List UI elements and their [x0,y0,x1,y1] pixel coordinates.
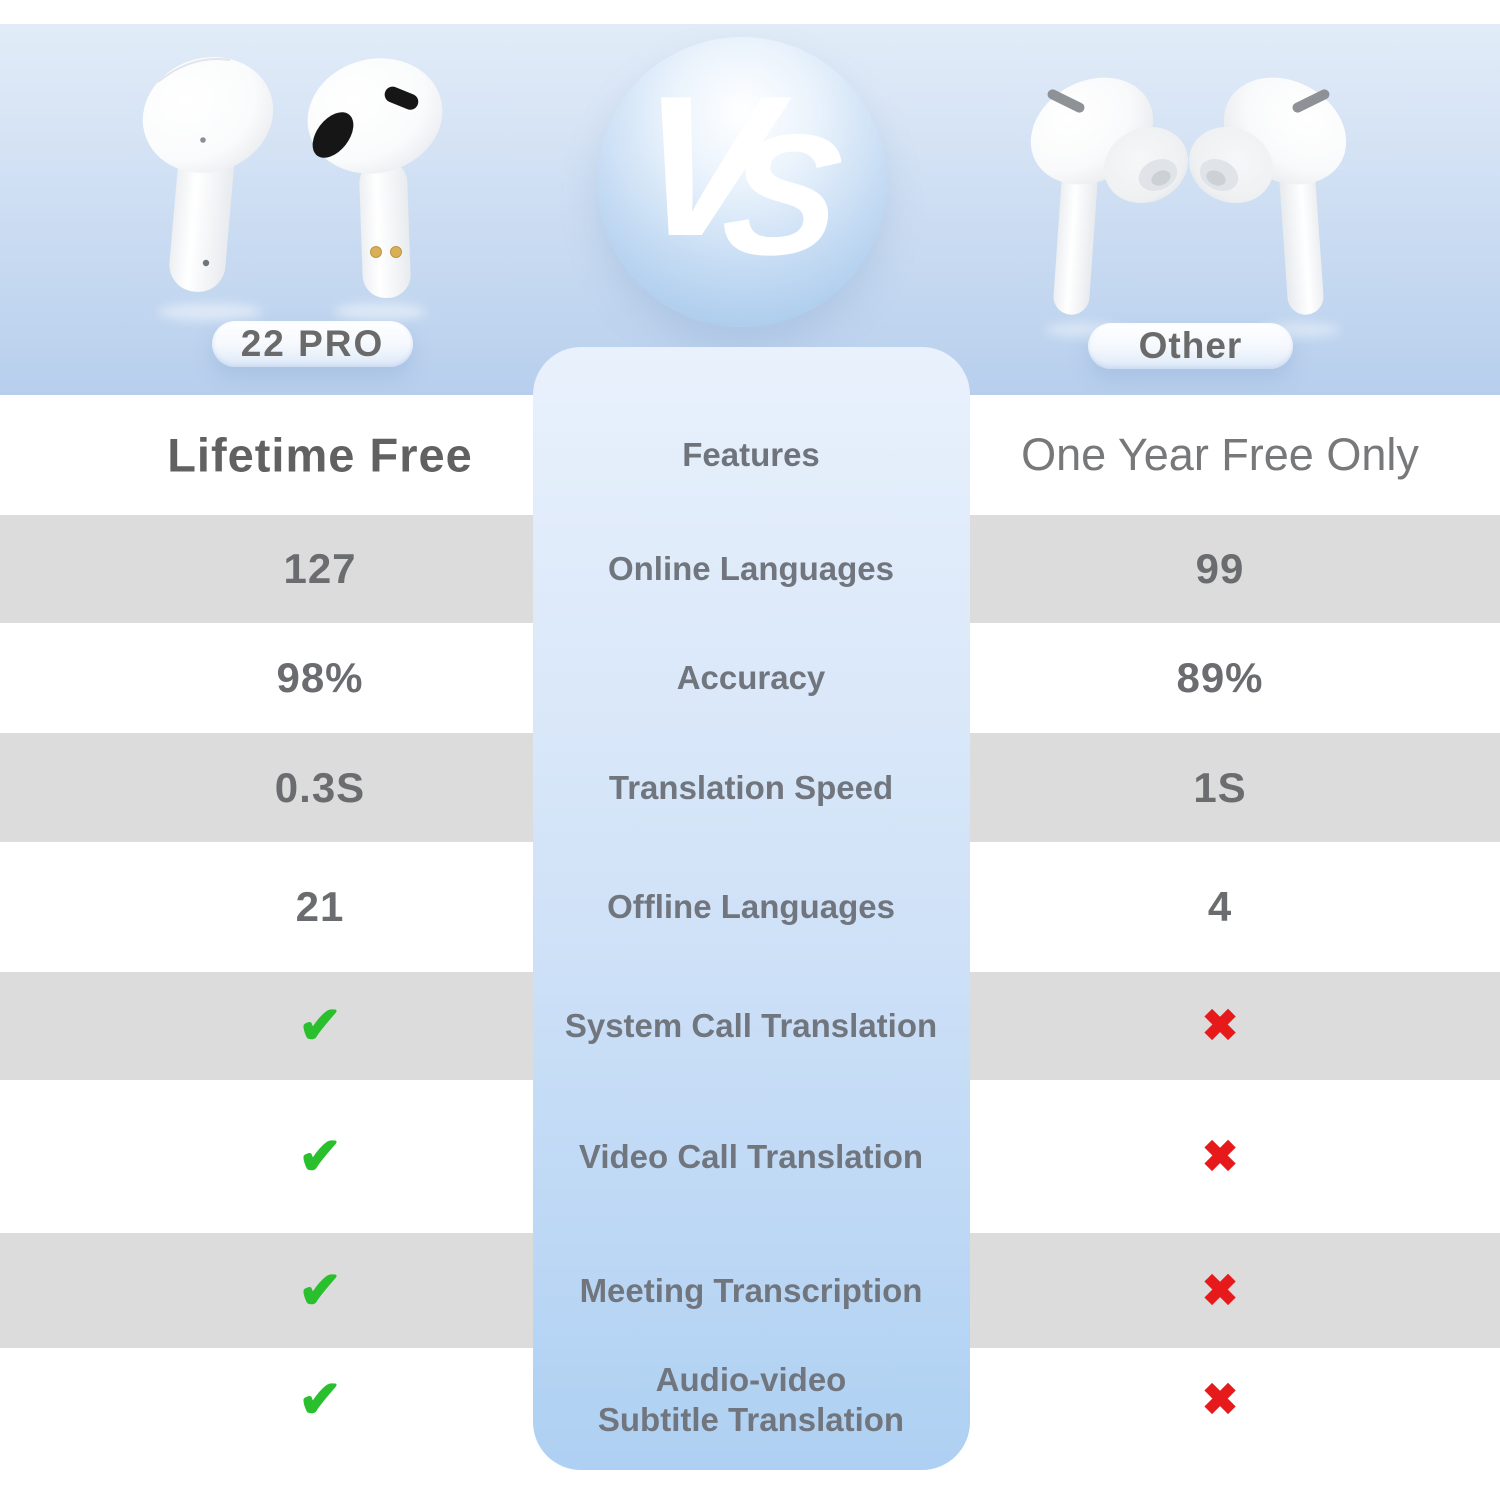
feature-label-line2: Subtitle Translation [597,1401,905,1438]
feature-label: Video Call Translation [578,1137,924,1175]
column-header-features: Features [682,436,820,473]
features-panel [533,347,970,1470]
earbud-side-view [142,57,274,292]
competitor-value: 89% [1176,654,1264,701]
vs-badge: S V [597,37,887,327]
earbud-front-view [307,58,443,299]
product-value: 127 [283,545,357,592]
earbud-in-ear [1030,77,1189,315]
mic-hole [200,137,206,143]
check-icon: ✔ [298,1371,342,1429]
product-name-label: 22 PRO [240,323,385,364]
feature-label: Online Languages [607,549,895,587]
table-row: ✔ System Call Translation ✖ [0,972,1500,1080]
table-row: ✔ Meeting Transcription ✖ [0,1233,1500,1348]
table-row: 127 Online Languages 99 [0,515,1500,623]
reflection [158,303,262,321]
competitor-name-label: Other [1138,325,1243,366]
cross-icon: ✖ [1201,1132,1239,1181]
product-value: 21 [295,883,345,930]
vs-letter-v: V [625,55,783,278]
check-icon: ✔ [298,1127,342,1186]
charging-contact [390,246,402,258]
table-row: 0.3S Translation Speed 1S [0,733,1500,842]
cross-icon: ✖ [1201,1375,1239,1425]
feature-label: Translation Speed [608,768,894,806]
speaker-opening [312,112,354,158]
column-header-competitor: One Year Free Only [1021,429,1419,480]
reflection [334,303,426,321]
table-row: 21 Offline Languages 4 [0,842,1500,972]
cross-icon: ✖ [1201,1266,1239,1315]
feature-label: Audio-video Subtitle Translation [531,1360,971,1441]
vent-slot [1047,89,1085,113]
column-header-product: Lifetime Free [167,428,473,482]
table-row: ✔ Audio-video Subtitle Translation ✖ [0,1348,1500,1452]
table-row: ✔ Video Call Translation ✖ [0,1080,1500,1233]
competitor-value: 4 [1207,883,1233,930]
product-name-pill: 22 PRO [212,321,413,367]
earbud-in-ear-mirrored [1176,56,1365,316]
feature-label: Accuracy [676,658,826,696]
feature-label: Meeting Transcription [579,1271,923,1309]
cross-icon: ✖ [1201,1001,1239,1051]
table-header-row: Lifetime Free Features One Year Free Onl… [0,395,1500,515]
feature-label: Offline Languages [607,887,895,925]
feature-label-line1: Audio-video [655,1360,847,1398]
charging-contact [370,246,382,258]
competitor-value: 99 [1195,545,1245,592]
check-icon: ✔ [298,997,342,1055]
feature-label: System Call Translation [564,1006,938,1044]
table-row: 98% Accuracy 89% [0,623,1500,733]
product-earbuds-image [142,57,443,321]
product-value: 0.3S [274,763,366,811]
competitor-value: 1S [1193,763,1247,811]
product-value: 98% [276,654,364,701]
competitor-earbuds-image [1030,56,1365,338]
check-icon: ✔ [298,1261,342,1320]
mic-hole [202,259,210,267]
speaker-vent [384,86,419,110]
competitor-name-pill: Other [1088,323,1293,369]
